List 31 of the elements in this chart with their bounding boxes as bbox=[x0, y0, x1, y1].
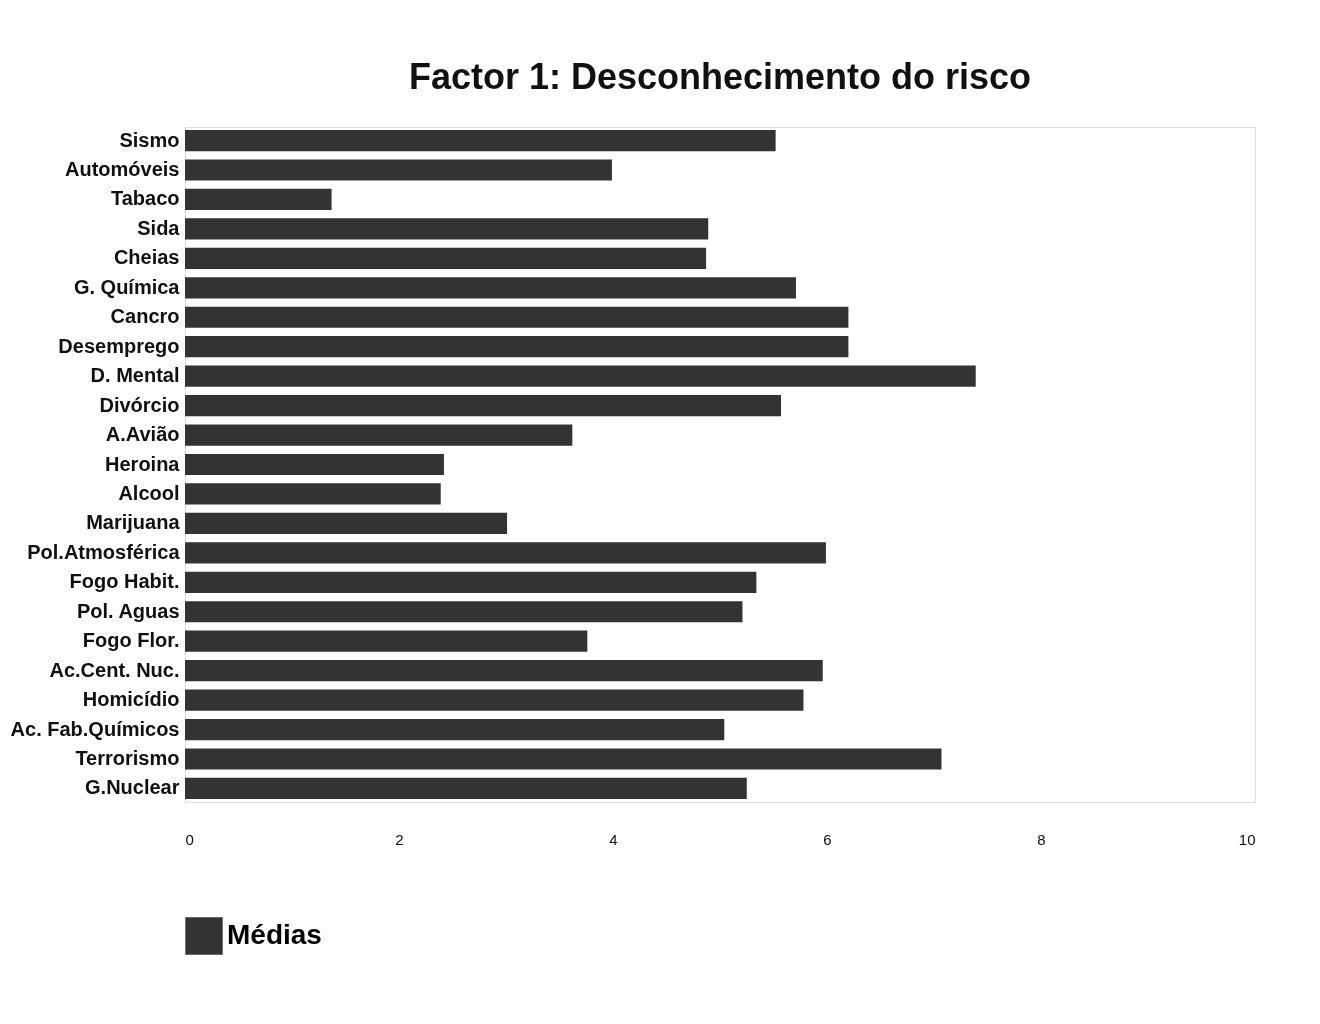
y-tick-label: Terrorismo bbox=[75, 747, 180, 769]
y-tick-label: Pol.Atmosférica bbox=[27, 540, 181, 563]
y-tick-label: Cancro bbox=[110, 305, 180, 328]
y-tick-label: Pol. Aguas bbox=[76, 599, 180, 622]
y-tick-label: Fogo Flor. bbox=[82, 629, 180, 652]
y-tick-label: A.Avião bbox=[105, 423, 180, 446]
y-tick-label: Fogo Habit. bbox=[69, 570, 180, 593]
x-tick-label: 0 bbox=[185, 830, 194, 848]
y-tick-label: Sismo bbox=[119, 128, 180, 151]
y-tick-label: Ac. Fab.Químicos bbox=[10, 717, 180, 740]
y-tick-label: Sida bbox=[137, 216, 181, 239]
x-tick-label: 8 bbox=[1037, 830, 1046, 848]
y-tick-label: Ac.Cent. Nuc. bbox=[49, 658, 180, 681]
chart-title: Factor 1: Desconhecimento do risco bbox=[408, 56, 1032, 97]
y-tick-label: G.Nuclear bbox=[85, 776, 180, 799]
y-tick-label: D. Mental bbox=[90, 364, 180, 387]
y-tick-label: Marijuana bbox=[86, 511, 181, 534]
y-tick-label: Alcool bbox=[118, 481, 180, 504]
y-tick-label: G. Química bbox=[73, 275, 181, 298]
y-tick-label: Divórcio bbox=[99, 393, 180, 416]
y-tick-label: Tabaco bbox=[110, 187, 180, 210]
legend-label: Médias bbox=[227, 919, 322, 950]
x-tick-label: 4 bbox=[609, 830, 618, 848]
y-tick-label: Heroina bbox=[105, 452, 181, 475]
y-tick-label: Homicídio bbox=[82, 688, 180, 711]
y-tick-label: Automóveis bbox=[65, 158, 180, 180]
x-tick-label: 6 bbox=[823, 830, 832, 848]
x-tick-label: 10 bbox=[1238, 830, 1256, 848]
y-tick-label: Desemprego bbox=[58, 334, 180, 357]
y-tick-label: Cheias bbox=[113, 246, 180, 269]
x-tick-label: 2 bbox=[395, 830, 404, 848]
